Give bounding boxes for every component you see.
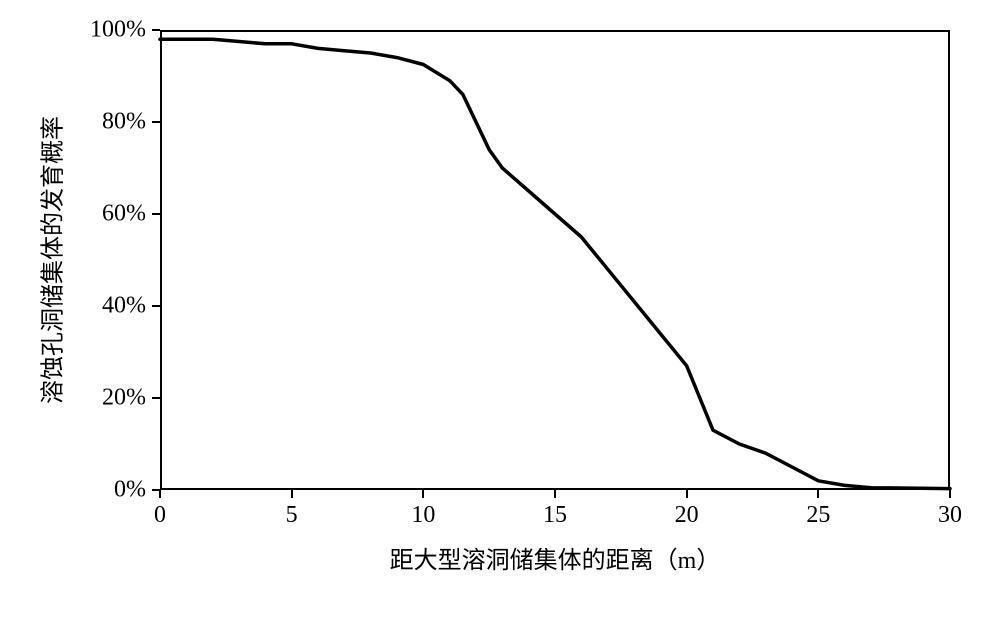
x-tick (554, 490, 556, 498)
y-tick-label: 60% (102, 201, 146, 228)
data-line (160, 39, 950, 488)
x-tick-label: 20 (675, 502, 699, 529)
y-tick (152, 121, 160, 123)
x-tick-label: 5 (286, 502, 298, 529)
x-tick-label: 30 (938, 502, 962, 529)
chart-container: 0% 20% 40% 60% 80% 100% 0 5 10 15 20 25 30 溶蚀孔洞储集体的发… (0, 0, 1000, 619)
y-axis-title: 溶蚀孔洞储集体的发育概率 (33, 116, 68, 404)
y-tick (152, 29, 160, 31)
x-tick (291, 490, 293, 498)
x-tick (422, 490, 424, 498)
data-line-layer (0, 0, 1000, 619)
y-tick (152, 305, 160, 307)
y-tick-label: 100% (90, 17, 146, 44)
x-axis-title: 距大型溶洞储集体的距离（m） (390, 540, 721, 575)
x-tick (159, 490, 161, 498)
y-tick-label: 40% (102, 293, 146, 320)
x-tick (949, 490, 951, 498)
x-tick-label: 10 (411, 502, 435, 529)
y-tick (152, 213, 160, 215)
x-tick-label: 15 (543, 502, 567, 529)
x-tick (817, 490, 819, 498)
y-tick-label: 0% (114, 477, 146, 504)
x-tick-label: 25 (806, 502, 830, 529)
x-tick-label: 0 (154, 502, 166, 529)
y-tick-label: 80% (102, 109, 146, 136)
x-tick (686, 490, 688, 498)
y-tick (152, 397, 160, 399)
y-tick-label: 20% (102, 385, 146, 412)
